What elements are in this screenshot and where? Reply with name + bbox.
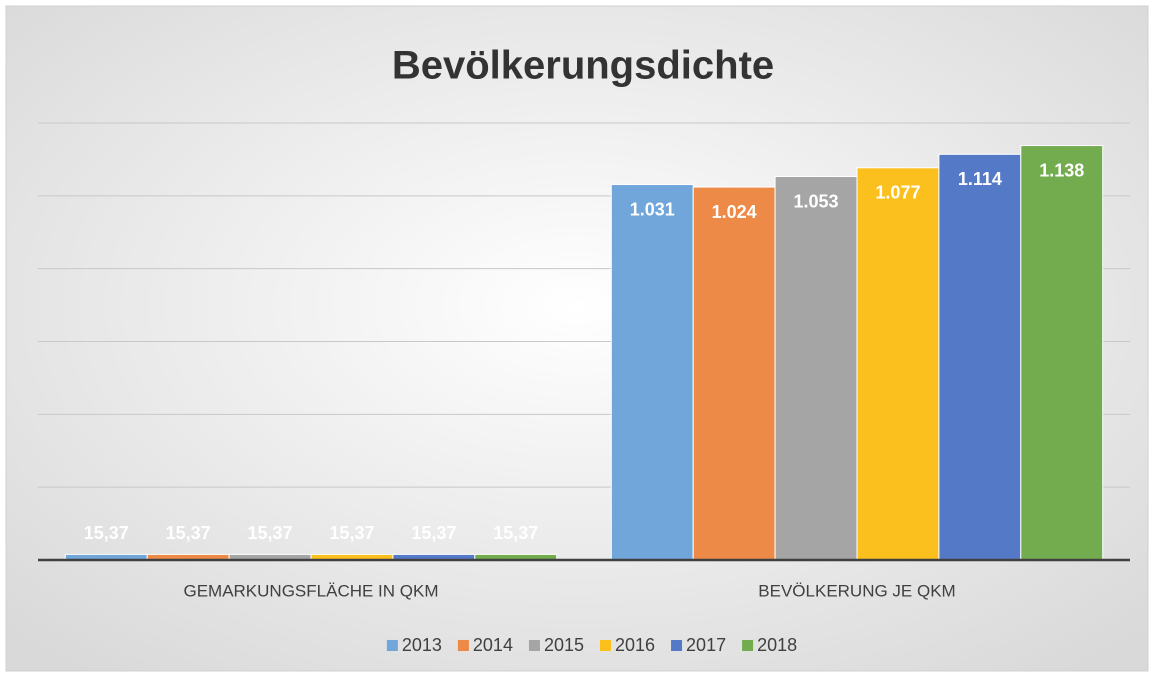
legend-swatch (386, 640, 398, 651)
bar (856, 167, 940, 561)
data-label: 15,37 (411, 523, 456, 543)
legend-label: 2013 (402, 635, 442, 655)
data-label: 15,37 (248, 523, 293, 543)
bar (774, 176, 858, 561)
legend-label: 2018 (757, 635, 797, 655)
legend-label: 2016 (615, 635, 655, 655)
legend-swatch (457, 640, 469, 651)
x-tick-label: GEMARKUNGSFLÄCHE IN QKM (183, 581, 438, 600)
data-label: 1.024 (712, 202, 757, 222)
legend-swatch (742, 640, 754, 651)
data-label: 1.053 (794, 191, 839, 211)
bar (692, 186, 776, 561)
data-label: 15,37 (84, 523, 129, 543)
bar (610, 184, 694, 561)
bar (1020, 145, 1104, 561)
data-label: 15,37 (493, 523, 538, 543)
legend-swatch (600, 640, 611, 651)
data-label: 15,37 (166, 523, 211, 543)
legend-label: 2017 (686, 635, 726, 655)
data-label: 1.077 (875, 183, 920, 203)
legend-swatch (528, 640, 540, 651)
chart-title: Bevölkerungsdichte (392, 44, 774, 88)
x-tick-label: BEVÖLKERUNG JE QKM (758, 581, 955, 600)
data-label: 15,37 (329, 523, 374, 543)
bar (938, 153, 1022, 561)
data-label: 1.138 (1039, 160, 1084, 180)
legend-label: 2014 (473, 635, 513, 655)
data-label: 1.031 (630, 199, 675, 219)
data-label: 1.114 (958, 169, 1002, 189)
legend-label: 2015 (544, 635, 584, 655)
legend-swatch (671, 640, 683, 651)
